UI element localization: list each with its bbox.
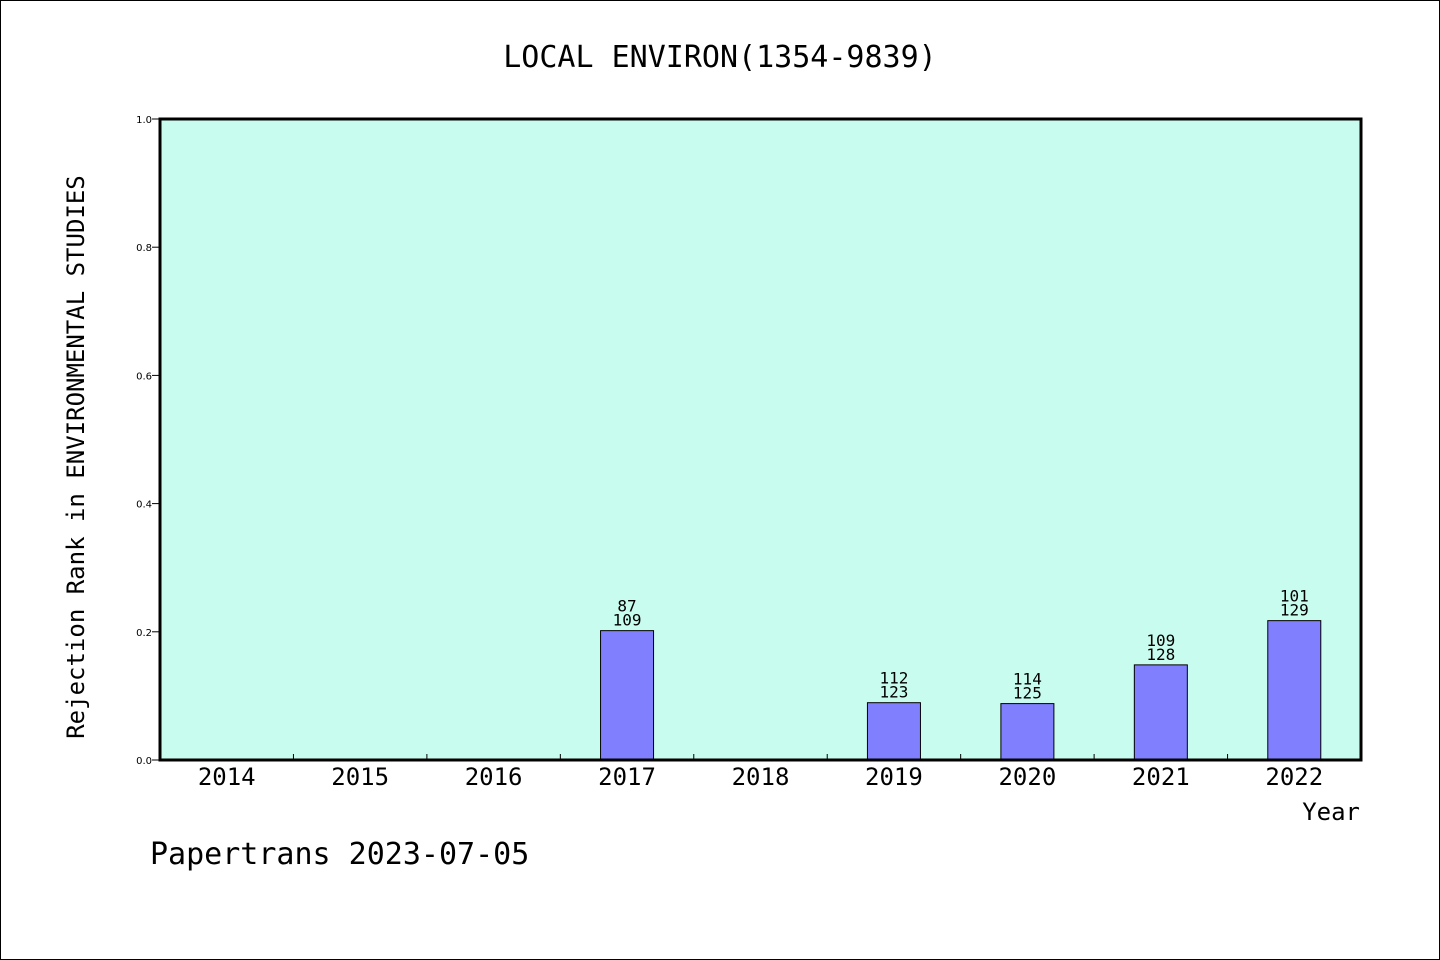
bar-label-lower: 109 xyxy=(613,611,642,630)
bar-label-lower: 123 xyxy=(879,683,908,702)
plot-border xyxy=(158,117,1363,762)
bar-label-lower: 129 xyxy=(1280,601,1309,620)
bar-label-upper: 114 xyxy=(1013,670,1042,689)
bar xyxy=(866,702,921,761)
bar-label-upper: 101 xyxy=(1280,587,1309,606)
bar-label-lower: 125 xyxy=(1013,684,1042,703)
x-tick-label: 2018 xyxy=(732,763,790,791)
bar-group xyxy=(600,620,1322,761)
x-tick-label: 2020 xyxy=(998,763,1056,791)
plot-area xyxy=(160,119,1361,760)
x-tick-label: 2017 xyxy=(598,763,656,791)
footer-text: Papertrans 2023-07-05 xyxy=(150,837,529,872)
y-axis-label: Rejection Rank in ENVIRONMENTAL STUDIES xyxy=(62,175,90,739)
y-tick-label: 0.2 xyxy=(136,628,152,639)
bar-label-upper: 112 xyxy=(879,669,908,688)
y-tick-label: 0.0 xyxy=(136,756,152,767)
x-axis: 2014 2015 2016 2017 2018 2019 2020 2021 2022 xyxy=(198,754,1323,791)
x-tick-label: 2014 xyxy=(198,763,256,791)
x-axis-label: Year xyxy=(1302,798,1360,826)
bar-label-upper: 109 xyxy=(1146,631,1175,650)
bar xyxy=(1000,703,1055,761)
x-tick-label: 2022 xyxy=(1265,763,1323,791)
y-tick-label: 0.6 xyxy=(136,371,152,382)
y-tick-label: 1.0 xyxy=(136,115,152,126)
bar-label-lower: 128 xyxy=(1146,645,1175,664)
bar xyxy=(1267,620,1322,761)
chart-title: LOCAL ENVIRON(1354-9839) xyxy=(503,40,936,75)
x-tick-label: 2019 xyxy=(865,763,923,791)
y-tick-label: 0.4 xyxy=(136,500,152,511)
y-tick-label: 0.8 xyxy=(136,243,152,254)
x-tick-label: 2015 xyxy=(331,763,389,791)
bar-label-upper: 87 xyxy=(617,597,636,616)
bar xyxy=(1133,664,1188,761)
x-tick-label: 2016 xyxy=(465,763,523,791)
y-axis: 0.0 0.2 0.4 0.6 0.8 1.0 xyxy=(136,115,160,767)
bar xyxy=(600,630,655,761)
x-tick-label: 2021 xyxy=(1132,763,1190,791)
